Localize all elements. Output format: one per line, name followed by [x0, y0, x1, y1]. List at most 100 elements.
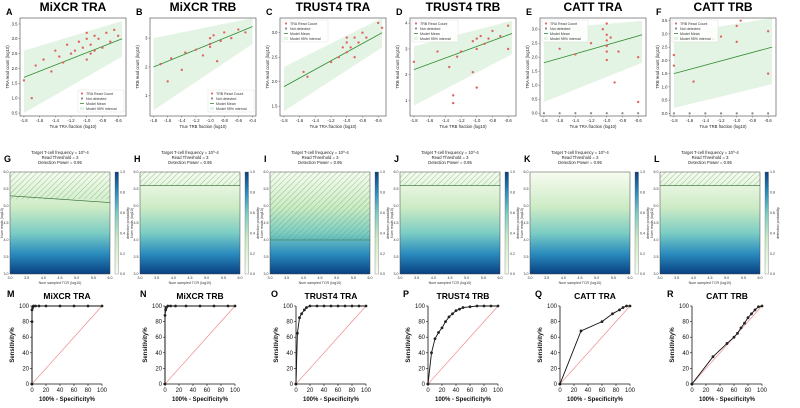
x-tick-label: 80 [85, 388, 92, 394]
x-tick-label: 60 [599, 388, 606, 394]
read-count-point [475, 86, 478, 89]
chart-title: TRUST4 TRA [296, 0, 371, 14]
panel-letter: M [7, 289, 15, 299]
y-tick-label: 5.0 [654, 204, 659, 208]
heatmap-title-line: Detection Power = 0.95 [298, 160, 342, 165]
x-tick-label: 5.5 [481, 276, 486, 280]
y-tick-label: 4.0 [524, 238, 529, 242]
legend-read-count-swatch [674, 22, 678, 25]
y-axis-label: Num reads (log10) [520, 208, 524, 238]
y-tick-label: 0 [26, 382, 30, 388]
x-tick-label: -0.6 [235, 118, 243, 123]
y-tick-label: 60 [418, 335, 425, 341]
colorbar-tick-label: 1.0 [510, 170, 515, 174]
panel-letter: R [667, 289, 674, 299]
read-count-point [42, 58, 45, 61]
heatmap-title-line: Target T-cell frequency = 10^-4 [161, 150, 219, 155]
roc-point [618, 308, 621, 312]
legend-not-detected-swatch [210, 97, 214, 100]
legend-not-detected-swatch [284, 27, 288, 30]
roc-point [86, 304, 90, 308]
roc-point [739, 326, 743, 330]
x-tick-label: 60 [204, 388, 211, 394]
y-tick-label: 4.5 [134, 221, 139, 225]
scatter-panel-e: E CATT TRA -1.8 -1.6 -1.4 -1.2 -1.0 -0.8 -0.6 0.0… [525, 0, 647, 129]
x-axis-label: 100% - Specificity% [303, 397, 360, 403]
x-tick-label: -1.0 [206, 118, 214, 123]
not-detected-point [542, 112, 546, 115]
read-count-point [636, 56, 640, 59]
panel-letter: B [136, 7, 143, 17]
read-count-point [475, 47, 478, 51]
legend-band-swatch [544, 37, 548, 40]
roc-point [746, 316, 750, 320]
y-tick-label: 2.5 [662, 45, 668, 50]
colorbar-tick-label: 1.0 [770, 170, 775, 174]
colorbar-tick-label: 0.6 [510, 211, 515, 215]
read-count-point [345, 36, 348, 39]
y-tick-label: 20 [22, 366, 29, 372]
colorbar-label: detection probability [386, 207, 390, 239]
roc-point [184, 304, 188, 308]
y-tick-label: 2.0 [272, 79, 278, 84]
model-mean-line [153, 26, 253, 68]
y-tick-label: 100 [415, 304, 426, 310]
y-tick-label: 5.5 [524, 187, 529, 191]
y-tick-label: 3.0 [654, 272, 659, 276]
read-count-point [739, 19, 742, 22]
x-axis-label: Num sampled TCR (log10) [559, 281, 602, 285]
roc-point [430, 351, 433, 355]
roc-point [44, 304, 48, 308]
y-tick-label: 20 [682, 366, 689, 372]
chart-title: MiXCR TRA [43, 291, 90, 301]
roc-point [579, 329, 583, 333]
x-axis-label: 100% - Specificity% [567, 397, 624, 403]
panel-letter: E [526, 7, 532, 17]
x-axis-label: True TRA fraction (log10) [310, 124, 357, 129]
y-tick-label: 3.0 [532, 27, 538, 32]
read-count-point [448, 65, 451, 69]
colorbar-tick-label: 0.6 [120, 211, 125, 215]
legend-label: TRA Read Count [86, 92, 113, 96]
roc-point [308, 304, 312, 308]
sufficient-power-hatch [10, 172, 110, 200]
x-tick-label: -1.6 [686, 118, 694, 123]
read-count-point [341, 46, 345, 49]
colorbar-label: detection probability [646, 207, 650, 239]
x-axis-label: 100% - Specificity% [39, 397, 96, 403]
x-tick-label: 80 [481, 388, 488, 394]
scatter-panel-f: F CATT TRB -1.8 -1.6 -1.4 -1.2 -1.0 -0.8 -0.6 0.0… [655, 0, 777, 129]
x-axis-label: Num sampled TCR (log10) [39, 281, 82, 285]
colorbar-tick-label: 1.0 [120, 170, 125, 174]
y-tick-label: 60 [550, 335, 557, 341]
y-tick-label: 5.5 [394, 187, 399, 191]
scatter-row: A MiXCR TRA -1.8 -1.6 -1.4 -1.2 -1.0 -0.8 -0.6 0.… [5, 0, 777, 129]
chart-title: TRUST4 TRB [426, 0, 501, 14]
x-tick-label: -1.4 [52, 118, 60, 123]
x-tick-label: 4.5 [578, 276, 583, 280]
y-tick-label: 60 [682, 335, 689, 341]
y-tick-label: 3 [405, 46, 408, 51]
roc-point [468, 305, 472, 309]
x-tick-label: 3.0 [268, 276, 273, 280]
x-tick-label: -0.6 [765, 118, 773, 123]
roc-point [364, 304, 368, 308]
read-count-point [194, 48, 198, 51]
read-count-point [491, 29, 494, 33]
y-tick-label: 60 [286, 335, 293, 341]
y-tick-label: 80 [682, 320, 689, 326]
read-count-point [345, 51, 348, 54]
y-tick-label: 80 [286, 320, 293, 326]
y-axis-label: Sensitivity% [670, 327, 676, 363]
read-count-point [105, 31, 108, 35]
y-tick-label: 3.0 [12, 36, 18, 41]
y-tick-label: 2 [405, 72, 408, 77]
y-tick-label: 2.0 [12, 66, 18, 71]
roc-point [34, 304, 37, 308]
panel-letter: H [134, 154, 141, 164]
colorbar-label: detection probability [256, 207, 260, 239]
x-tick-label: 100 [493, 388, 504, 394]
x-tick-label: 3.5 [284, 276, 289, 280]
legend-label: Model Mean [420, 32, 440, 36]
